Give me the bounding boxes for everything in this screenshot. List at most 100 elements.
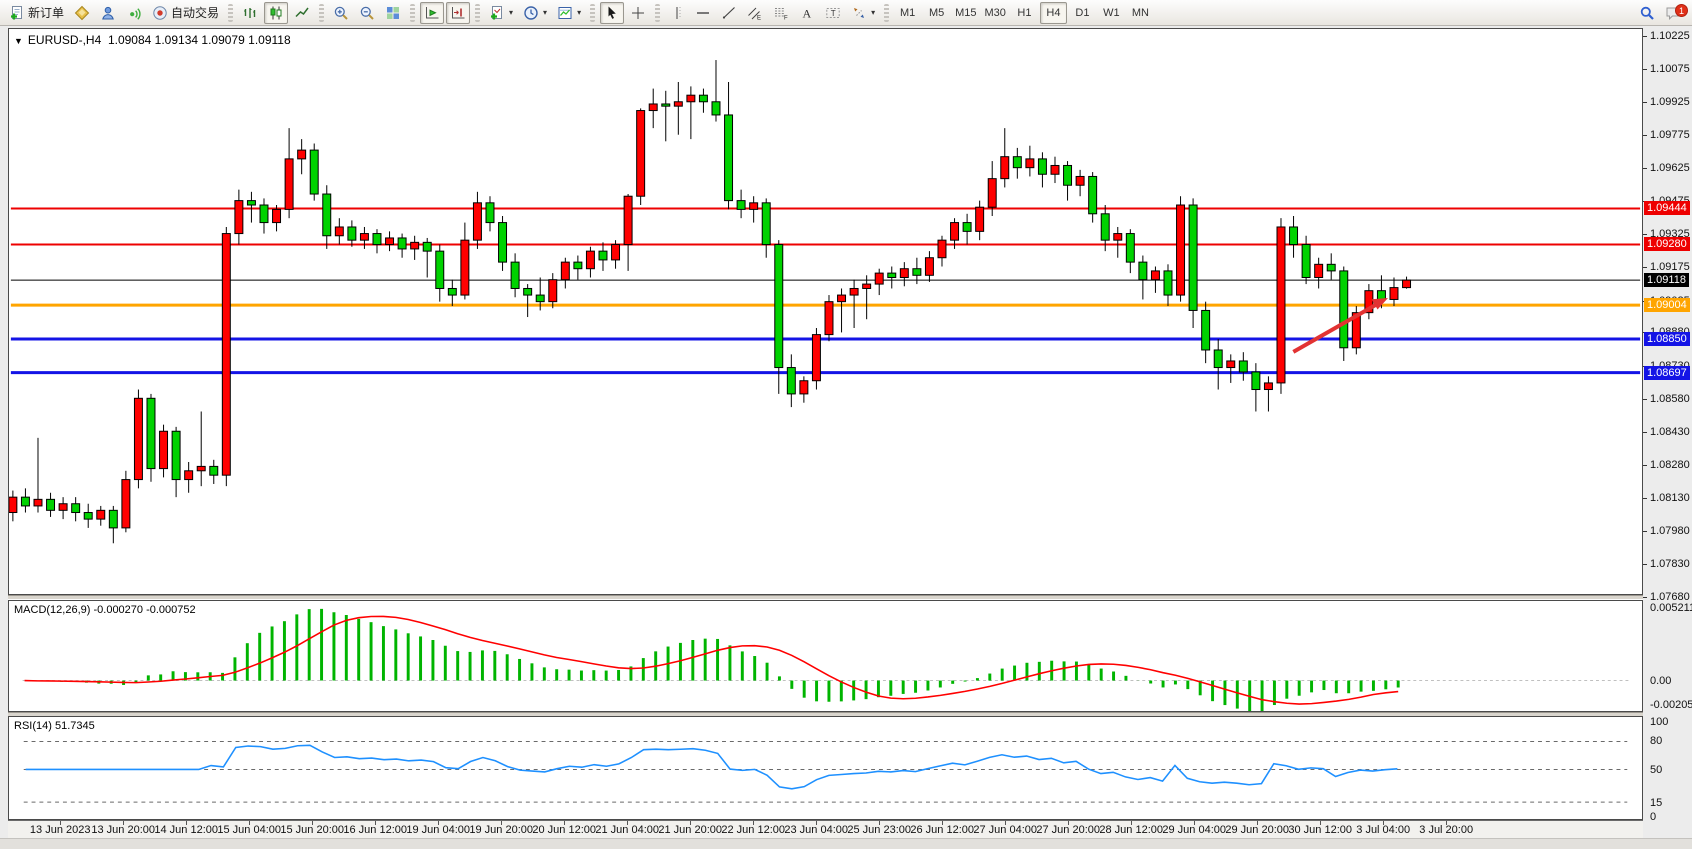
candle: [485, 202, 495, 224]
new-order-button[interactable]: 新订单: [5, 2, 68, 24]
price-chart-panel[interactable]: [8, 28, 1643, 595]
timeframe-mn[interactable]: MN: [1127, 2, 1154, 24]
quote-high: 1.09134: [154, 33, 199, 47]
candle: [435, 250, 445, 289]
candle: [1314, 263, 1324, 278]
timeframe-w1[interactable]: W1: [1098, 2, 1125, 24]
candle: [422, 241, 432, 252]
trendline-button[interactable]: [717, 2, 741, 24]
auto-scroll-button[interactable]: [420, 1, 445, 24]
rsi-chart[interactable]: [9, 717, 1642, 819]
main-toolbar: 新订单 自动交易 ▾ ▾ ▾ E F A T ▾ M1 M5 M15 M30 H1 H4 D1 W1 MN 1: [0, 0, 1692, 26]
cursor-button[interactable]: [600, 1, 625, 24]
fibonacci-button[interactable]: F: [769, 2, 793, 24]
chart-shift-button[interactable]: [446, 1, 471, 24]
tile-windows-button[interactable]: [381, 2, 405, 24]
rsi-indicator-panel[interactable]: [8, 716, 1643, 820]
bar-chart-button[interactable]: [238, 2, 262, 24]
time-label: 25 Jun 23:00: [847, 824, 911, 836]
rsi-axis-label: 100: [1650, 716, 1669, 728]
search-button[interactable]: [1635, 2, 1659, 24]
styles-button[interactable]: [70, 2, 94, 24]
price-tick: [1643, 597, 1647, 598]
autotrading-button[interactable]: 自动交易: [148, 2, 223, 24]
macd-chart[interactable]: [9, 601, 1642, 711]
toolbar-group-handle[interactable]: [884, 3, 890, 22]
panel-separator[interactable]: [8, 595, 1643, 600]
zoom-in-button[interactable]: [329, 2, 353, 24]
candlestick-chart[interactable]: [9, 29, 1642, 594]
toolbar-group: ▾ ▾ ▾: [484, 0, 586, 26]
macd-axis-label: 0.00: [1650, 675, 1672, 687]
toolbar-group-handle[interactable]: [319, 3, 325, 22]
candle: [410, 241, 420, 250]
time-label: 21 Jun 04:00: [595, 824, 659, 836]
toolbar-group-handle[interactable]: [410, 3, 416, 22]
chart-window: ▼ EURUSD-,H4 1.09084 1.09134 1.09079 1.09…: [0, 26, 1692, 849]
notification-badge: 1: [1675, 4, 1688, 17]
time-label: 21 Jun 20:00: [658, 824, 722, 836]
candle: [1263, 382, 1273, 391]
candle: [1276, 226, 1286, 384]
timeframe-m5[interactable]: M5: [923, 2, 950, 24]
arrows-tool-button[interactable]: ▾: [847, 2, 879, 24]
timeframe-m1[interactable]: M1: [894, 2, 921, 24]
price-tick-label: 1.10075: [1650, 63, 1690, 76]
horizontal-line-button[interactable]: [691, 2, 715, 24]
timeframe-d1[interactable]: D1: [1069, 2, 1096, 24]
candle: [648, 103, 658, 112]
time-tick: [879, 821, 881, 825]
time-label: 30 Jun 12:00: [1288, 824, 1352, 836]
candle: [447, 287, 457, 296]
equidistant-channel-button[interactable]: E: [743, 2, 767, 24]
text-label-button[interactable]: T: [821, 2, 845, 24]
candle: [46, 498, 56, 511]
notifications-button[interactable]: 1: [1661, 2, 1688, 24]
indicators-button[interactable]: ▾: [485, 2, 517, 24]
price-tick-label: 1.07980: [1650, 524, 1690, 537]
crosshair-icon: [630, 5, 646, 21]
toolbar-group-handle[interactable]: [475, 3, 481, 22]
price-tick: [1643, 234, 1647, 236]
candle: [83, 512, 93, 520]
dropdown-arrow-icon[interactable]: ▾: [577, 8, 582, 17]
line-chart-button[interactable]: [290, 2, 314, 24]
timeframe-m15[interactable]: M15: [952, 2, 979, 24]
candle-chart-button[interactable]: [264, 1, 289, 24]
zoom-in-icon: [333, 5, 349, 21]
text-icon: A: [799, 5, 815, 21]
profile-button[interactable]: [96, 2, 120, 24]
macd-indicator-panel[interactable]: [8, 600, 1643, 712]
toolbar-group-handle[interactable]: [228, 3, 234, 22]
text-button[interactable]: A: [795, 2, 819, 24]
candle: [862, 283, 872, 289]
price-tick-label: 1.07680: [1650, 591, 1690, 603]
candle: [975, 206, 985, 232]
price-axis[interactable]: 1.10225 1.10075 1.09925 1.09775 1.09625 1.094…: [1643, 26, 1692, 849]
candle: [1125, 233, 1135, 263]
time-label: 13 Jun 20:00: [91, 824, 155, 836]
toolbar-group-handle[interactable]: [655, 3, 661, 22]
timeframe-h4[interactable]: H4: [1039, 1, 1067, 24]
templates-button[interactable]: ▾: [553, 2, 585, 24]
price-tick: [1643, 267, 1647, 269]
toolbar-group-handle[interactable]: [590, 3, 596, 22]
price-level-badge: 1.09118: [1644, 273, 1689, 288]
time-axis[interactable]: 13 Jun 2023 13 Jun 20:00 14 Jun 12:00 15 Ju…: [8, 820, 1643, 838]
timeframe-h1[interactable]: H1: [1011, 2, 1038, 24]
dropdown-arrow-icon[interactable]: ▾: [543, 8, 548, 17]
toolbar-group: [237, 0, 315, 26]
candle: [1301, 244, 1311, 278]
dropdown-arrow-icon[interactable]: ▾: [509, 8, 514, 17]
vertical-line-button[interactable]: [665, 2, 689, 24]
macd-signal-value: -0.000752: [146, 604, 196, 616]
signals-button[interactable]: [122, 2, 146, 24]
crosshair-button[interactable]: [626, 2, 650, 24]
zoom-out-button[interactable]: [355, 2, 379, 24]
timeframe-m30[interactable]: M30: [982, 2, 1009, 24]
channel-icon: E: [747, 5, 763, 21]
trend-arrow[interactable]: [1292, 301, 1381, 354]
dropdown-arrow-icon[interactable]: ▾: [871, 8, 876, 17]
time-label: 15 Jun 20:00: [280, 824, 344, 836]
periods-button[interactable]: ▾: [519, 2, 551, 24]
